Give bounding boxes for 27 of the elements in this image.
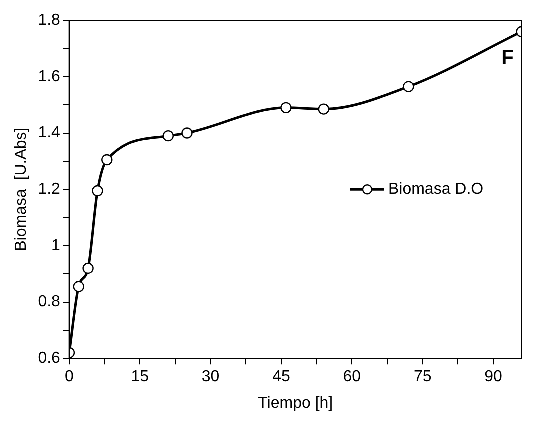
y-tick-label: 1.8: [38, 12, 61, 30]
y-axis-title: Biomasa [U.Abs]: [13, 128, 30, 252]
y-tick-label: 1.2: [38, 181, 61, 198]
y-tick-label: 0.6: [38, 350, 61, 368]
point: [403, 81, 414, 92]
annotation: F: [502, 47, 514, 70]
x-tick-label: 0: [64, 368, 74, 386]
x-tick-label: 30: [202, 368, 220, 386]
x-axis-title: Tiempo [h]: [258, 394, 334, 412]
legend-label: Biomasa D.O: [388, 181, 484, 198]
y-tick-label: 1.4: [38, 124, 61, 142]
x-tick-label: 60: [343, 368, 362, 386]
point: [280, 102, 292, 114]
y-tick-label: 1: [52, 237, 61, 254]
point: [82, 262, 94, 274]
point: [102, 154, 113, 166]
point: [162, 130, 174, 142]
x-tick-label: 15: [131, 368, 150, 386]
x-tick-label: 45: [272, 368, 290, 386]
y-tick-label: 0.8: [38, 294, 61, 311]
x-tick-label: 75: [414, 368, 432, 386]
point: [182, 128, 193, 139]
x-tick-label: 90: [484, 368, 503, 386]
point: [92, 185, 104, 197]
point: [318, 104, 330, 115]
y-tick-label: 1.6: [38, 68, 61, 86]
point: [73, 281, 84, 292]
